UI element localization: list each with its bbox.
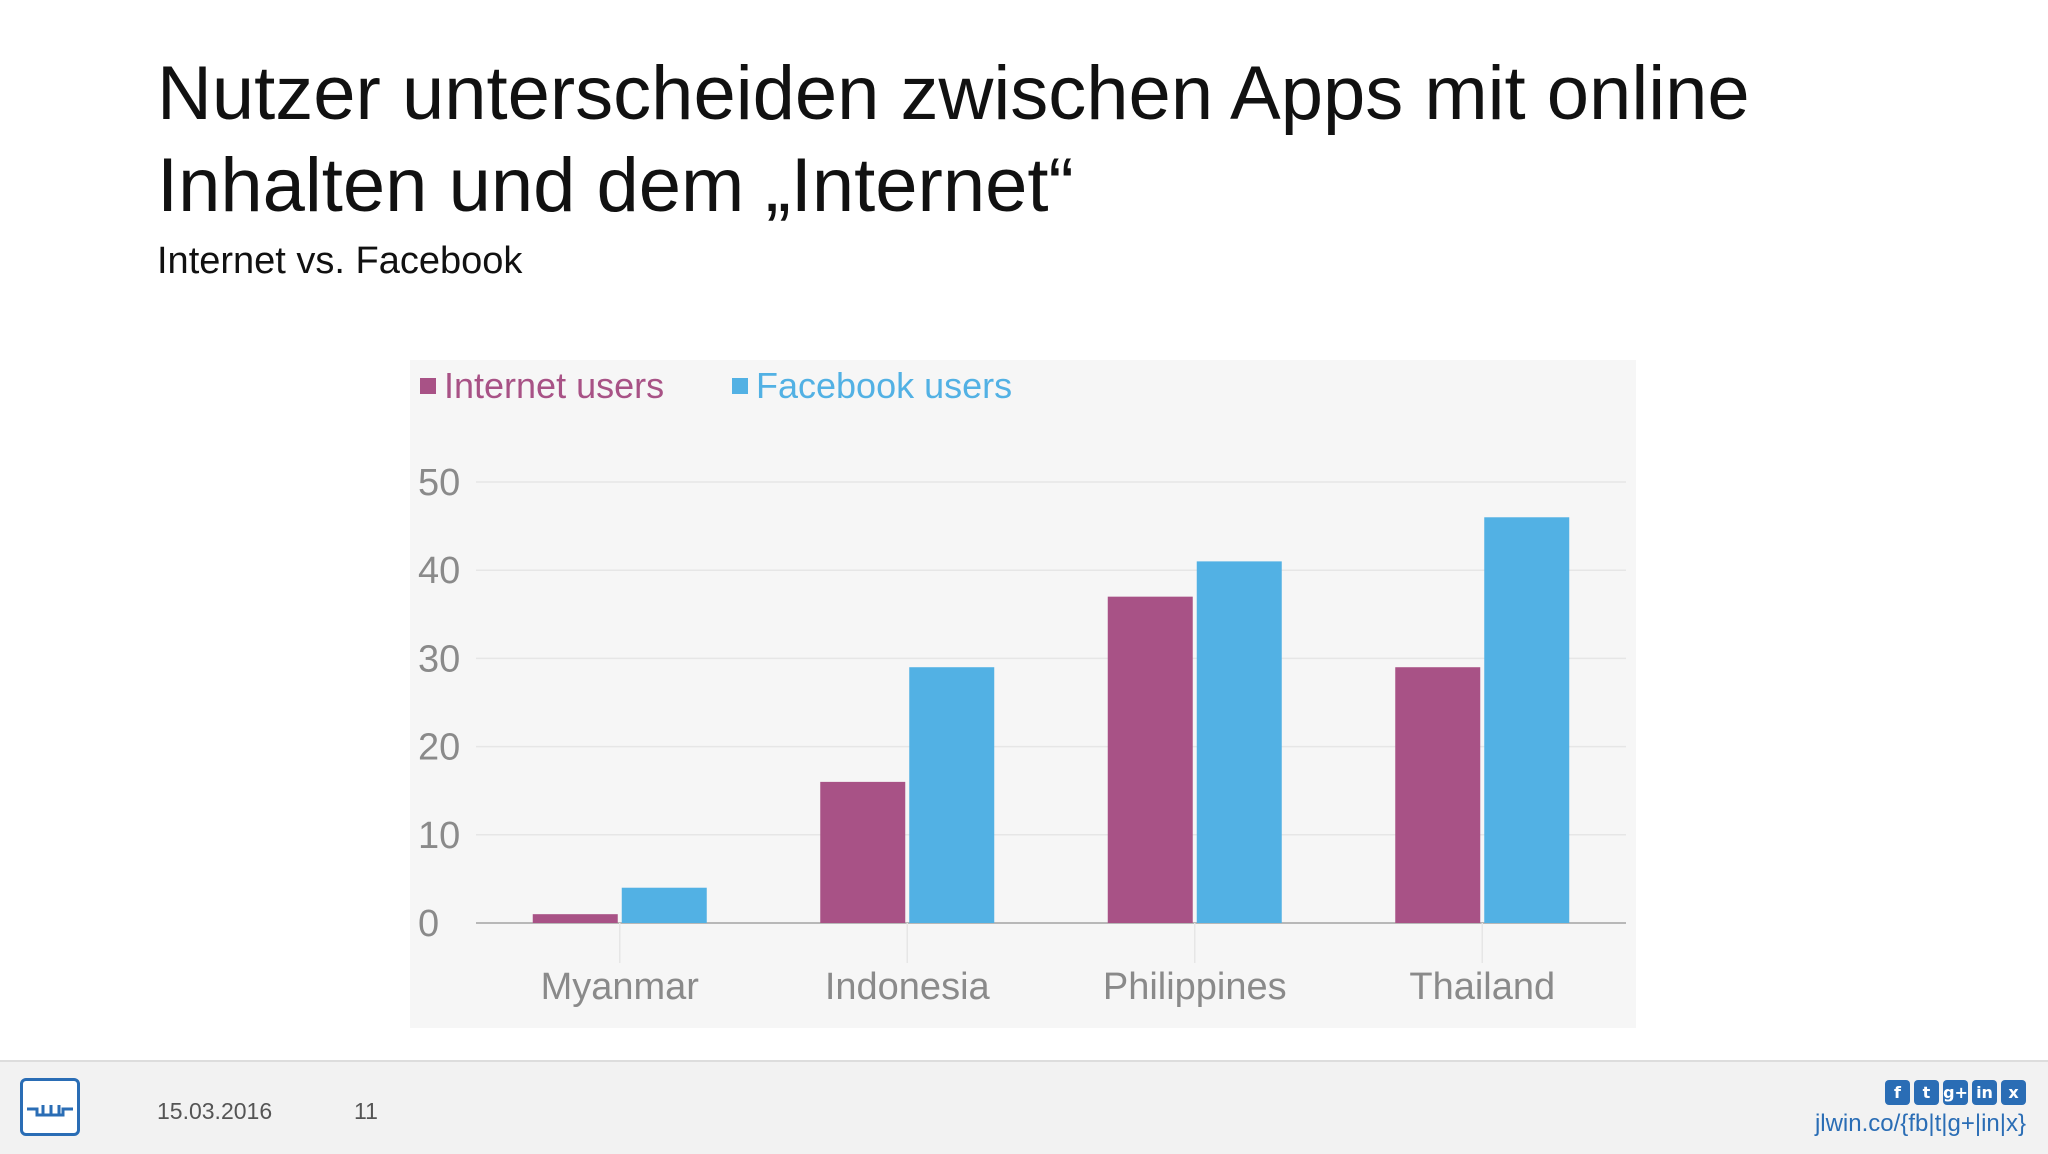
bar [532, 914, 618, 923]
bar [909, 667, 995, 923]
legend-label: Internet users [444, 365, 664, 406]
bar [1395, 667, 1481, 923]
twitter-icon[interactable]: t [1914, 1080, 1939, 1105]
linkedin-icon[interactable]: in [1972, 1080, 1997, 1105]
footer: 15.03.2016 11 f t g+ in x jlwin.co/{fb|t… [0, 1060, 2048, 1154]
y-tick-label: 10 [418, 815, 460, 857]
x-tick-label: Philippines [1103, 966, 1287, 1008]
legend-label: Facebook users [756, 365, 1012, 406]
bar [1107, 596, 1193, 923]
bar-chart: 0 10 20 30 40 50 Myanmar Indonesia Philippines Th… [418, 365, 1626, 1008]
slide-title: Nutzer unterscheiden zwischen Apps mit o… [157, 51, 1750, 228]
bar [1484, 517, 1570, 923]
chart-panel: 0 10 20 30 40 50 Myanmar Indonesia Philippines Th… [410, 360, 1636, 1028]
bar [1196, 561, 1282, 923]
footer-date: 15.03.2016 [157, 1098, 273, 1124]
x-tick-label: Thailand [1409, 966, 1555, 1008]
y-tick-label: 40 [418, 550, 460, 592]
page-number: 11 [354, 1098, 378, 1124]
y-tick-label: 20 [418, 727, 460, 769]
y-tick-label: 0 [418, 903, 439, 945]
bar [621, 887, 707, 923]
bar [820, 781, 906, 923]
slide-subtitle: Internet vs. Facebook [157, 240, 523, 282]
google-plus-icon[interactable]: g+ [1943, 1080, 1968, 1105]
x-tick-label: Indonesia [825, 966, 991, 1008]
y-tick-label: 50 [418, 462, 460, 504]
footer-link[interactable]: jlwin.co/{fb|t|g+|in|x} [1814, 1110, 2026, 1137]
facebook-icon[interactable]: f [1885, 1080, 1910, 1105]
y-tick-label: 30 [418, 638, 460, 680]
x-tick-label: Myanmar [541, 966, 700, 1008]
xing-icon[interactable]: x [2001, 1080, 2026, 1105]
social-icons: f t g+ in x [1885, 1080, 2026, 1105]
legend-swatch [732, 378, 748, 394]
legend-swatch [420, 378, 436, 394]
jlwin-logo-icon[interactable] [20, 1078, 80, 1136]
